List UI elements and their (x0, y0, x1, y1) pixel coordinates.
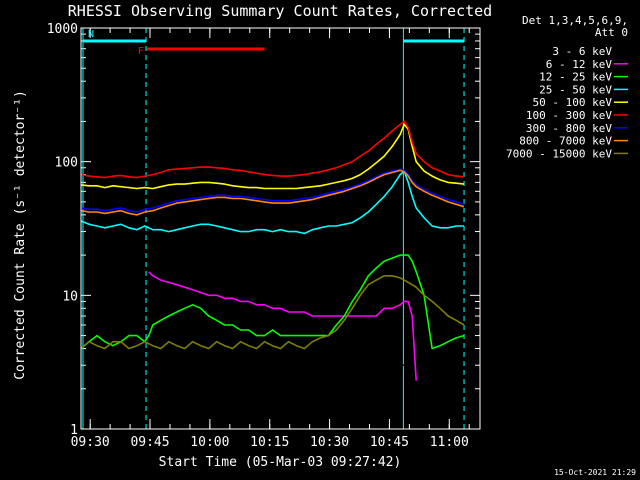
legend-entry-label: 6 - 12 keV (546, 58, 613, 71)
series-line (80, 275, 465, 350)
plot-frame (80, 27, 481, 430)
series-line (80, 123, 465, 190)
y-tick-label: 100 (55, 156, 78, 171)
night-boundary-lines (82, 28, 465, 429)
legend-entry-label: 50 - 100 keV (533, 96, 613, 109)
chart-title: RHESSI Observing Summary Count Rates, Co… (68, 2, 492, 20)
series-line (80, 120, 465, 179)
x-tick-label: 10:00 (190, 435, 229, 450)
flag-label: F (138, 46, 144, 57)
legend-entry-label: 100 - 300 keV (526, 109, 612, 122)
x-tick-label: 10:45 (370, 435, 409, 450)
x-tick-label: 09:30 (71, 435, 110, 450)
x-tick-label: 09:45 (130, 435, 169, 450)
legend-header-line-2: Att 0 (595, 26, 628, 39)
legend-entry-label: 7000 - 15000 keV (506, 147, 612, 160)
legend-entry-label: 3 - 6 keV (552, 45, 612, 58)
flag-bars: FN (82, 29, 465, 57)
legend-header-line-1: Det 1,3,4,5,6,9, (522, 14, 628, 27)
x-tick-label: 11:00 (430, 435, 469, 450)
series-line (80, 254, 465, 350)
legend-entry-label: 800 - 7000 keV (519, 135, 612, 148)
y-tick-label: 1 (70, 423, 78, 438)
series-line (80, 169, 465, 216)
legend-entry-label: 12 - 25 keV (539, 71, 612, 84)
x-axis-ticks: 09:30 09:45 10:00 10:15 10:30 10:45 11:00 (71, 28, 470, 450)
y-axis-label: Corrected Count Rate (s⁻¹ detector⁻¹) (13, 90, 28, 380)
generation-timestamp: 15-Oct-2021 21:29 (554, 468, 636, 477)
series-line (148, 271, 417, 381)
flag-label: N (88, 29, 94, 40)
y-tick-label: 1000 (47, 22, 78, 37)
series-line (80, 168, 465, 213)
y-tick-label: 10 (62, 289, 78, 304)
legend-entry-label: 25 - 50 keV (539, 83, 612, 96)
x-tick-label: 10:30 (310, 435, 349, 450)
series-layer (80, 120, 465, 419)
series-line (80, 170, 464, 235)
x-axis-label: Start Time (05-Mar-03 09:27:42) (159, 455, 402, 470)
x-tick-label: 10:15 (250, 435, 289, 450)
legend-entry-label: 300 - 800 keV (526, 122, 612, 135)
